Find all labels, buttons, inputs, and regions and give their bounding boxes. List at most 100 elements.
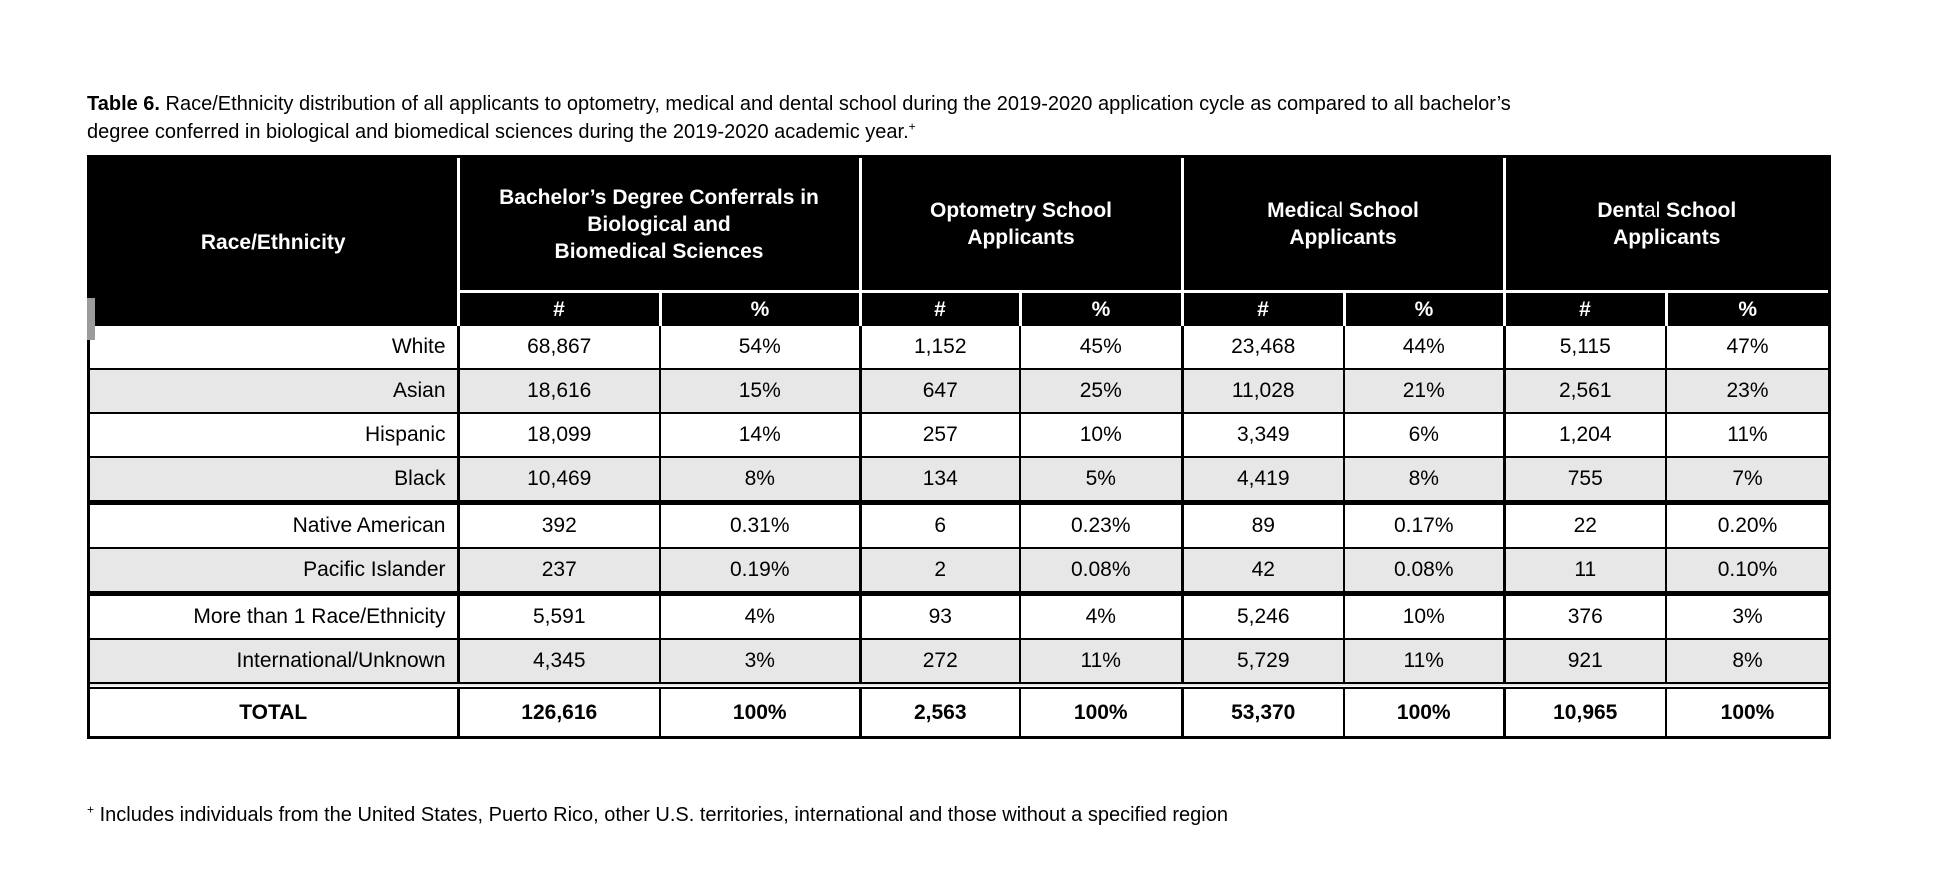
data-cell: 3,349 [1182, 412, 1345, 457]
data-cell: 25% [1020, 368, 1184, 413]
data-cell: 10% [1020, 412, 1184, 457]
data-cell: 755 [1504, 456, 1667, 503]
data-cell: 53,370 [1182, 682, 1345, 736]
header-optometry-line2: Applicants [967, 226, 1075, 249]
row-label: International/Unknown [90, 638, 460, 686]
caption-text: Race/Ethnicity distribution of all appli… [87, 93, 1511, 143]
data-cell: 45% [1020, 326, 1184, 369]
data-cell: 5,591 [458, 591, 661, 639]
header-race-ethnicity: Race/Ethnicity [90, 158, 460, 326]
data-cell: 7% [1666, 456, 1828, 503]
data-cell: 237 [458, 547, 661, 594]
header-bachelors-group: Bachelor’s Degree Conferrals in Biologic… [458, 158, 862, 293]
table-row-native-american: Native American 392 0.31% 6 0.23% 89 0.1… [90, 500, 1828, 548]
table-row-total: TOTAL 126,616 100% 2,563 100% 53,370 100… [90, 682, 1828, 736]
data-cell: 0.17% [1344, 500, 1506, 548]
data-cell: 0.10% [1666, 547, 1828, 594]
footnote-marker: + [87, 802, 95, 817]
data-cell: 93 [860, 591, 1021, 639]
race-ethnicity-table: Race/Ethnicity Bachelor’s Degree Conferr… [90, 158, 1828, 736]
dental-seg1: Dent [1597, 199, 1644, 222]
table-body: White 68,867 54% 1,152 45% 23,468 44% 5,… [90, 326, 1828, 736]
data-cell: 4% [1020, 591, 1184, 639]
subheader-dental-percent: % [1666, 291, 1828, 326]
data-cell: 4,419 [1182, 456, 1345, 503]
data-cell: 54% [660, 326, 862, 369]
data-cell: 4% [660, 591, 862, 639]
row-label: White [90, 326, 460, 369]
subheader-dental-count: # [1504, 291, 1668, 326]
medical-seg2: al [1326, 199, 1344, 222]
data-cell: 10% [1344, 591, 1506, 639]
data-cell: 8% [1666, 638, 1828, 686]
table-row-more-than-1: More than 1 Race/Ethnicity 5,591 4% 93 4… [90, 591, 1828, 639]
data-cell: 89 [1182, 500, 1345, 548]
data-cell: 0.20% [1666, 500, 1828, 548]
data-cell: 22 [1504, 500, 1667, 548]
data-cell: 1,204 [1504, 412, 1667, 457]
data-cell: 126,616 [458, 682, 661, 736]
subheader-optometry-count: # [860, 291, 1022, 326]
data-cell: 257 [860, 412, 1021, 457]
data-cell: 3% [1666, 591, 1828, 639]
data-cell: 100% [1666, 682, 1828, 736]
data-cell: 100% [660, 682, 862, 736]
table-row-international-unknown: International/Unknown 4,345 3% 272 11% 5… [90, 638, 1828, 686]
data-cell: 11% [1666, 412, 1828, 457]
dental-seg3: School [1660, 199, 1737, 222]
data-cell: 4,345 [458, 638, 661, 686]
header-bachelors-line1: Bachelor’s Degree Conferrals in [499, 185, 819, 209]
data-cell: 272 [860, 638, 1021, 686]
header-dental-line1: Dental School [1506, 197, 1829, 224]
header-medical-group: Medical School Applicants [1182, 158, 1506, 293]
subheader-medical-percent: % [1344, 291, 1506, 326]
data-cell: 921 [1504, 638, 1667, 686]
subheader-optometry-percent: % [1020, 291, 1184, 326]
data-cell: 100% [1344, 682, 1506, 736]
footnote: + Includes individuals from the United S… [87, 802, 1587, 828]
data-cell: 6% [1344, 412, 1506, 457]
data-cell: 14% [660, 412, 862, 457]
dental-seg2: al [1643, 199, 1661, 222]
header-medical-line1: Medical School [1184, 197, 1503, 224]
header-optometry-line1: Optometry School [929, 199, 1113, 222]
data-cell: 8% [660, 456, 862, 503]
total-label: TOTAL [90, 682, 460, 736]
data-cell: 0.08% [1344, 547, 1506, 594]
subheader-medical-count: # [1182, 291, 1346, 326]
header-medical-line2: Applicants [1289, 226, 1397, 249]
data-cell: 11% [1344, 638, 1506, 686]
data-cell: 10,469 [458, 456, 661, 503]
data-cell: 8% [1344, 456, 1506, 503]
data-cell: 134 [860, 456, 1021, 503]
header-optometry-group: Optometry School Applicants [860, 158, 1184, 293]
data-cell: 11% [1020, 638, 1184, 686]
data-cell: 42 [1182, 547, 1345, 594]
data-cell: 647 [860, 368, 1021, 413]
header-bachelors-line3: Biomedical Sciences [554, 239, 764, 263]
data-cell: 18,099 [458, 412, 661, 457]
row-label: Native American [90, 500, 460, 548]
data-cell: 15% [660, 368, 862, 413]
footnote-text: Includes individuals from the United Sta… [94, 804, 1228, 826]
subheader-bachelors-count: # [458, 291, 662, 326]
subheader-bachelors-percent: % [660, 291, 862, 326]
data-cell: 10,965 [1504, 682, 1667, 736]
data-cell: 2,563 [860, 682, 1021, 736]
data-cell: 23% [1666, 368, 1828, 413]
data-cell: 18,616 [458, 368, 661, 413]
row-label: More than 1 Race/Ethnicity [90, 591, 460, 639]
data-cell: 0.08% [1020, 547, 1184, 594]
header-dental-group: Dental School Applicants [1504, 158, 1829, 293]
data-cell: 0.23% [1020, 500, 1184, 548]
row-label: Pacific Islander [90, 547, 460, 594]
caption-footnote-marker: + [908, 119, 916, 134]
table-header: Race/Ethnicity Bachelor’s Degree Conferr… [90, 158, 1828, 326]
table6-wrapper: Race/Ethnicity Bachelor’s Degree Conferr… [87, 155, 1831, 739]
data-cell: 5,729 [1182, 638, 1345, 686]
data-cell: 5,115 [1504, 326, 1667, 369]
data-cell: 11,028 [1182, 368, 1345, 413]
data-cell: 21% [1344, 368, 1506, 413]
data-cell: 11 [1504, 547, 1667, 594]
